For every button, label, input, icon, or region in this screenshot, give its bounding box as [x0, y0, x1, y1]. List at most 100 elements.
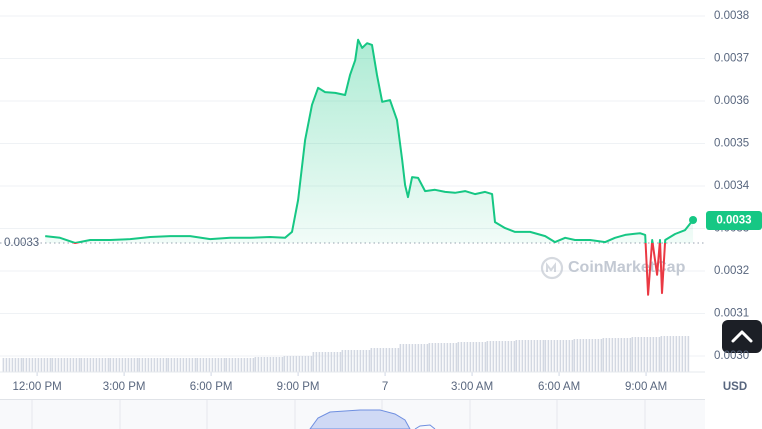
y-tick-label: 0.0031 [714, 308, 749, 320]
volume-bar [356, 350, 359, 372]
volume-bar [608, 338, 611, 372]
volume-bar [495, 341, 498, 372]
volume-bar [498, 341, 501, 372]
volume-bar [365, 350, 368, 372]
volume-bar [440, 343, 443, 372]
volume-bar [246, 358, 249, 372]
volume-bar [634, 337, 637, 372]
volume-bar [298, 356, 301, 372]
volume-bar [472, 342, 475, 372]
volume-bar [2, 358, 5, 372]
volume-bar [515, 340, 518, 372]
volume-bar [379, 348, 382, 372]
volume-bar [359, 350, 362, 372]
volume-bar [344, 350, 347, 372]
volume-bar [43, 358, 46, 372]
volume-bar [69, 358, 72, 372]
volume-bar [455, 343, 458, 372]
y-tick-label: 0.0032 [714, 265, 749, 277]
volume-bar [28, 358, 31, 372]
volume-bar [640, 337, 643, 372]
volume-bar [289, 356, 292, 372]
price-badge-label: 0.0033 [716, 215, 751, 227]
volume-bar [283, 356, 286, 372]
price-badge [706, 211, 762, 230]
x-tick-label: 3:00 AM [451, 381, 493, 393]
volume-bar [214, 358, 217, 372]
volume-bar [231, 358, 234, 372]
volume-bar [72, 358, 75, 372]
volume-bar [66, 358, 69, 372]
volume-bar [571, 340, 574, 372]
volume-bar [304, 356, 307, 372]
volume-bar [324, 352, 327, 372]
volume-bar [452, 343, 455, 372]
volume-bar [382, 348, 385, 372]
volume-bar [327, 352, 330, 372]
volume-bar [446, 343, 449, 372]
volume-bar [217, 358, 220, 372]
volume-bar [11, 358, 14, 372]
volume-bar [562, 340, 565, 372]
volume-bar [333, 352, 336, 372]
volume-bar [101, 358, 104, 372]
volume-bar [20, 358, 23, 372]
volume-bar [666, 336, 669, 372]
x-tick-label: 6:00 PM [190, 381, 233, 393]
volume-bar [339, 352, 342, 372]
volume-bar [675, 336, 678, 372]
x-tick-label: 9:00 PM [277, 381, 320, 393]
volume-bar [663, 336, 666, 372]
y-tick-label: 0.0034 [714, 180, 750, 192]
volume-bar [234, 358, 237, 372]
volume-bar [263, 357, 266, 372]
volume-bar [611, 338, 614, 372]
volume-bar [684, 336, 687, 372]
volume-bar [629, 338, 632, 372]
volume-bar [681, 336, 684, 372]
volume-bar [510, 341, 513, 372]
volume-bar [353, 350, 356, 372]
volume-bar [646, 337, 649, 372]
volume-bar [507, 341, 510, 372]
volume-bar [95, 358, 98, 372]
volume-bar [585, 339, 588, 372]
watermark-logo [540, 256, 564, 280]
reference-label: 0.0033 [4, 237, 39, 249]
volume-bar [165, 358, 168, 372]
volume-bar [133, 358, 136, 372]
series [0, 38, 705, 296]
volume-bar [51, 358, 54, 372]
volume-bar [136, 358, 139, 372]
volume-bar [199, 358, 202, 372]
volume-bar [57, 358, 60, 372]
volume-bar [159, 358, 162, 372]
volume-bar [669, 336, 672, 372]
volume-bar [620, 338, 623, 372]
volume-bar [402, 344, 405, 372]
volume-bar [121, 358, 124, 372]
volume-bar [167, 358, 170, 372]
volume-bar [275, 357, 278, 372]
volume-bar [423, 344, 426, 372]
volume-bar [539, 340, 542, 372]
volume-bar [347, 350, 350, 372]
volume-bar [350, 350, 353, 372]
volume-bar [559, 340, 562, 372]
volume-bar [115, 358, 118, 372]
volume-bar [330, 352, 333, 372]
volume-bar [252, 358, 255, 372]
volume [2, 336, 690, 372]
volume-bar [417, 344, 420, 372]
scroll-top-button[interactable] [722, 320, 762, 353]
volume-bar [185, 358, 188, 372]
volume-bar [179, 358, 182, 372]
volume-bar [385, 348, 388, 372]
volume-bar [194, 358, 197, 372]
last-point [689, 216, 698, 224]
volume-bar [521, 340, 524, 372]
volume-bar [63, 358, 66, 372]
volume-bar [411, 344, 414, 372]
volume-bar [89, 358, 92, 372]
volume-bar [579, 339, 582, 372]
